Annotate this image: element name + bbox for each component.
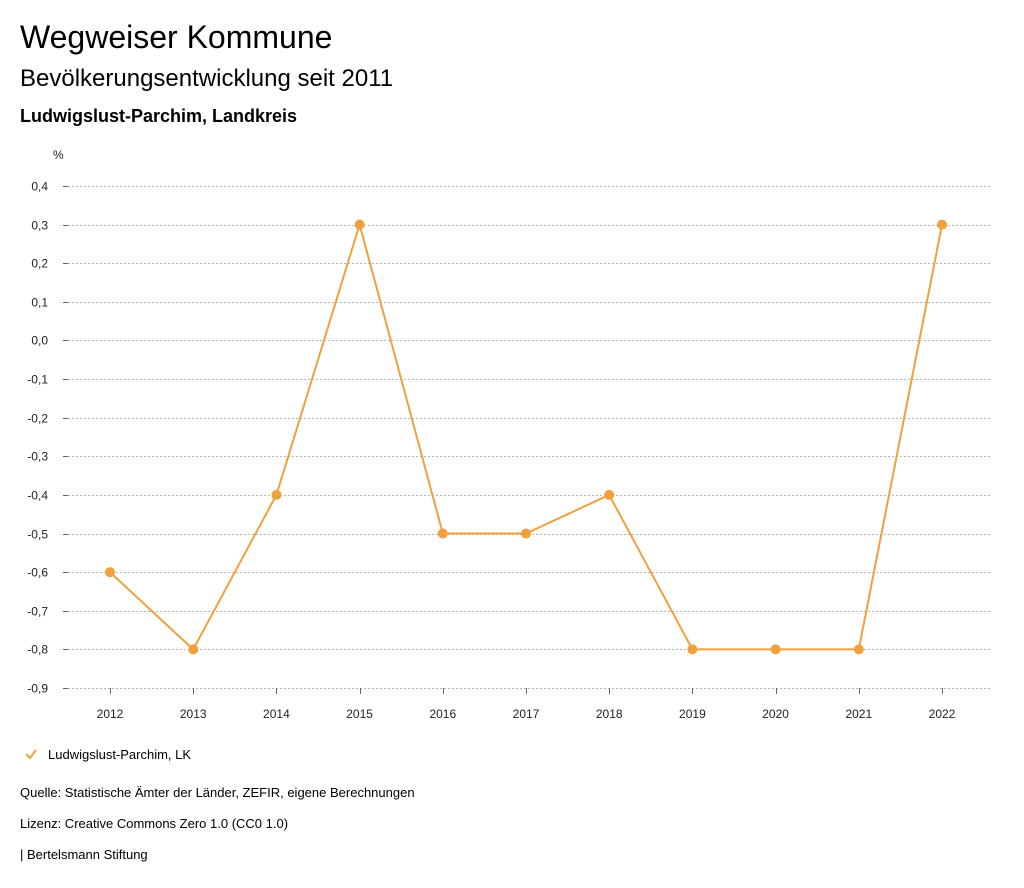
data-point[interactable] <box>771 644 781 654</box>
data-point[interactable] <box>687 644 697 654</box>
y-tick-label: 0,0 <box>31 334 48 348</box>
data-point[interactable] <box>105 567 115 577</box>
x-tick-label: 2013 <box>180 707 207 721</box>
y-tick-label: -0,3 <box>27 450 48 464</box>
y-tick-label: 0,1 <box>31 296 48 310</box>
x-tick-label: 2012 <box>97 707 124 721</box>
x-tick-label: 2018 <box>596 707 623 721</box>
x-tick-label: 2015 <box>346 707 373 721</box>
data-point[interactable] <box>188 644 198 654</box>
x-tick-label: 2021 <box>845 707 872 721</box>
data-point[interactable] <box>521 529 531 539</box>
series-line <box>110 225 942 650</box>
x-tick-label: 2019 <box>679 707 706 721</box>
data-point[interactable] <box>271 490 281 500</box>
y-tick-label: -0,2 <box>27 412 48 426</box>
y-tick-label: -0,6 <box>27 566 48 580</box>
y-axis-unit-label: % <box>53 148 64 162</box>
x-tick-label: 2020 <box>762 707 789 721</box>
checkmark-icon <box>24 747 38 761</box>
license-note: Lizenz: Creative Commons Zero 1.0 (CC0 1… <box>20 815 288 833</box>
y-tick-label: -0,9 <box>27 682 48 696</box>
data-point[interactable] <box>355 220 365 230</box>
data-point[interactable] <box>854 644 864 654</box>
y-tick-label: 0,2 <box>31 257 48 271</box>
legend-label: Ludwigslust-Parchim, LK <box>48 747 191 762</box>
x-tick-label: 2017 <box>513 707 540 721</box>
grid-layer <box>63 187 990 689</box>
x-tick-label: 2022 <box>929 707 956 721</box>
y-tick-label: 0,3 <box>31 219 48 233</box>
series-layer <box>105 220 947 655</box>
data-point[interactable] <box>604 490 614 500</box>
credit-note: | Bertelsmann Stiftung <box>20 846 148 864</box>
x-tick-labels: 2012 2013 2014 2015 2016 2017 2018 2019 2020 2021… <box>97 688 956 721</box>
y-tick-label: -0,7 <box>27 605 48 619</box>
chart-legend[interactable]: Ludwigslust-Parchim, LK <box>24 744 191 764</box>
y-tick-label: -0,4 <box>27 489 48 503</box>
data-point[interactable] <box>438 529 448 539</box>
y-tick-labels: 0,4 0,3 0,2 0,1 0,0 -0,1 -0,2 -0,3 -0,4 -0,5 -0,6 -… <box>27 180 48 696</box>
y-tick-label: 0,4 <box>31 180 48 194</box>
source-note: Quelle: Statistische Ämter der Länder, Z… <box>20 784 415 802</box>
y-tick-label: -0,5 <box>27 528 48 542</box>
x-tick-label: 2016 <box>429 707 456 721</box>
y-tick-label: -0,1 <box>27 373 48 387</box>
line-chart: % 0,4 0,3 0,2 0,1 0,0 -0,1 -0,2 -0,3 -0,4 -0,5 -0,… <box>0 0 1024 740</box>
y-tick-label: -0,8 <box>27 643 48 657</box>
x-tick-label: 2014 <box>263 707 290 721</box>
data-point[interactable] <box>937 220 947 230</box>
